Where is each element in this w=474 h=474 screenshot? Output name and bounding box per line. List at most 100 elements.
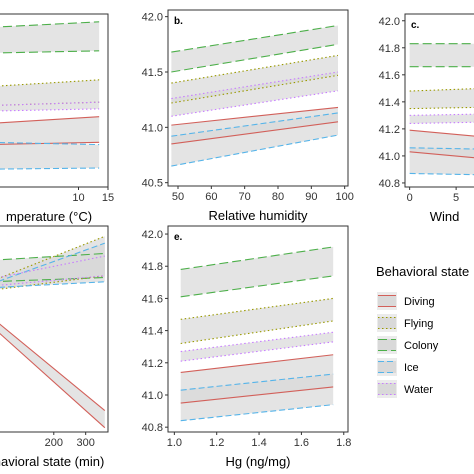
band-a-colony xyxy=(0,21,100,53)
series-line-d-water-lower xyxy=(0,275,105,286)
legend-label: Water xyxy=(404,384,433,396)
legend-item-ice: Ice xyxy=(377,358,419,376)
y-tick-label: 42.0 xyxy=(379,16,400,28)
series-line-c-flying-lower xyxy=(409,106,474,110)
legend-item-flying: Flying xyxy=(377,314,433,332)
series-line-d-colony-upper xyxy=(0,252,105,261)
band-e-flying xyxy=(180,298,334,344)
band-a-ice xyxy=(0,142,100,170)
series-line-a-colony-upper xyxy=(0,21,100,28)
y-tick-label: 40.8 xyxy=(142,422,163,434)
x-tick-label: 70 xyxy=(239,191,251,203)
x-tick-label: 200 xyxy=(45,437,63,449)
band-a-diving xyxy=(0,116,100,145)
plot-area-e xyxy=(180,246,334,422)
series-line-b-ice-lower xyxy=(171,134,339,167)
y-tick-label: 41.6 xyxy=(142,293,163,305)
y-tick-label: 40.5 xyxy=(142,178,163,190)
y-tick-label: 41.6 xyxy=(379,70,400,82)
series-line-a-colony-lower xyxy=(0,50,100,54)
band-d-diving xyxy=(0,324,105,428)
panel-c: 0 5 40.8 41.0 41.2 41.4 41.6 41.8 42.0 Wind c. xyxy=(379,13,474,224)
y-tick-label: 42.0 xyxy=(142,12,163,24)
y-tick-label: 41.4 xyxy=(379,97,400,109)
x-axis-label-b: Relative humidity xyxy=(209,208,308,223)
series-line-b-ice-upper xyxy=(171,112,339,137)
y-tick-label: 40.8 xyxy=(379,178,400,190)
series-line-d-diving-lower xyxy=(0,332,106,429)
legend-key-band xyxy=(378,361,396,373)
x-axis-label-c: Wind xyxy=(430,209,460,224)
legend-item-water: Water xyxy=(377,380,433,398)
y-tick-label: 41.4 xyxy=(142,326,163,338)
band-c-colony xyxy=(409,43,474,67)
x-tick-label: 50 xyxy=(172,191,184,203)
legend: Behavioral state Diving Flying Colony Ice Wa… xyxy=(376,264,469,398)
x-tick-label: 10 xyxy=(72,192,84,204)
x-tick-label: 1.0 xyxy=(167,437,182,449)
legend-label: Diving xyxy=(404,296,435,308)
series-line-b-diving-lower xyxy=(171,121,339,145)
x-axis-label-a: mperature (°C) xyxy=(6,209,92,224)
panel-tag-e: e. xyxy=(174,232,183,243)
series-line-d-diving-upper xyxy=(0,323,106,411)
series-line-a-diving-upper xyxy=(0,116,100,124)
series-line-c-flying-upper xyxy=(409,88,474,92)
series-line-b-diving-upper xyxy=(171,106,339,126)
x-tick-label: 0 xyxy=(407,192,413,204)
series-line-e-flying-upper xyxy=(180,297,334,320)
x-tick-label: 1.4 xyxy=(251,437,266,449)
plot-area-b xyxy=(171,24,339,167)
legend-items: Diving Flying Colony Ice Water xyxy=(377,292,439,398)
series-line-c-diving-upper xyxy=(409,129,474,137)
series-line-c-water-lower xyxy=(409,121,474,125)
series-line-b-water-lower xyxy=(171,90,339,117)
series-line-e-ice-lower xyxy=(180,404,334,422)
series-line-e-water-lower xyxy=(180,341,334,362)
series-line-c-water-upper xyxy=(409,113,474,116)
band-e-colony xyxy=(180,246,334,297)
panel-a: 10 15 mperature (°C) xyxy=(0,13,114,224)
panel-tag-c: c. xyxy=(411,20,420,31)
series-line-e-flying-lower xyxy=(180,320,334,345)
plot-area-d xyxy=(0,235,106,429)
series-line-a-ice-lower xyxy=(0,167,100,170)
x-tick-label: 90 xyxy=(305,191,317,203)
panel-frame-e xyxy=(167,225,349,433)
series-line-b-colony-lower xyxy=(171,43,339,73)
x-tick-label: 1.6 xyxy=(294,437,309,449)
series-line-e-diving-upper xyxy=(180,354,334,373)
x-tick-label: 1.2 xyxy=(209,437,224,449)
y-tick-label: 41.5 xyxy=(142,67,163,79)
band-b-colony xyxy=(171,25,338,72)
y-tick-label: 41.8 xyxy=(142,261,163,273)
band-a-water xyxy=(0,102,100,111)
panel-d: 200 300 havioral state (min) xyxy=(0,225,109,469)
series-line-a-ice-upper xyxy=(0,142,100,146)
panel-frame-a xyxy=(0,13,109,188)
band-a-flying xyxy=(0,79,100,106)
series-line-c-ice-upper xyxy=(409,147,474,150)
series-line-b-flying-upper xyxy=(171,54,339,84)
panel-b: 50 60 70 80 90 100 40.5 41.0 41.5 42.0 Relative hu… xyxy=(142,9,354,223)
band-b-water xyxy=(171,71,338,117)
series-line-b-colony-upper xyxy=(171,24,339,53)
legend-key-band xyxy=(378,295,396,307)
band-e-water xyxy=(180,332,334,362)
series-line-e-ice-upper xyxy=(180,373,334,391)
series-line-d-ice-lower xyxy=(0,281,105,288)
series-line-e-diving-lower xyxy=(180,386,334,404)
legend-label: Ice xyxy=(404,362,419,374)
x-axis-label-d: havioral state (min) xyxy=(0,454,104,469)
y-tick-label: 41.2 xyxy=(142,358,163,370)
band-c-flying xyxy=(409,88,474,109)
x-axis-label-e: Hg (ng/mg) xyxy=(225,454,290,469)
legend-label: Flying xyxy=(404,318,433,330)
y-tick-label: 41.0 xyxy=(142,122,163,134)
series-line-c-ice-lower xyxy=(409,172,474,176)
series-line-d-flying-upper xyxy=(0,235,106,279)
legend-key-band xyxy=(378,383,396,395)
x-tick-label: 60 xyxy=(205,191,217,203)
